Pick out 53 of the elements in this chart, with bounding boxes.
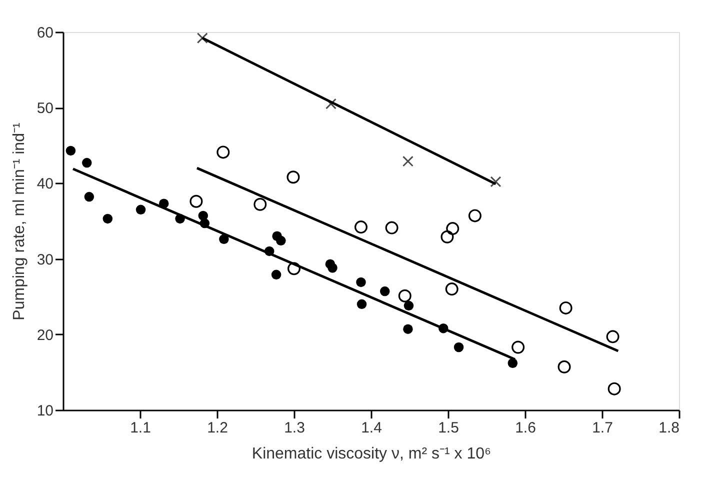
x-tick-label: 1.2 bbox=[207, 420, 228, 436]
point bbox=[512, 340, 525, 354]
point bbox=[608, 382, 621, 396]
point bbox=[84, 192, 94, 202]
point bbox=[385, 221, 398, 234]
point bbox=[286, 170, 300, 184]
y-tick-label: 10 bbox=[36, 402, 54, 420]
y-tick-label: 40 bbox=[36, 176, 54, 193]
point bbox=[558, 360, 571, 374]
point bbox=[102, 214, 113, 224]
point bbox=[271, 270, 282, 280]
point bbox=[490, 176, 502, 188]
point bbox=[254, 198, 267, 211]
x-tick-label: 1.6 bbox=[515, 420, 536, 436]
point bbox=[559, 301, 572, 314]
point bbox=[190, 194, 203, 208]
point bbox=[454, 342, 464, 352]
point bbox=[328, 263, 338, 273]
point bbox=[196, 32, 208, 44]
point bbox=[403, 324, 413, 334]
point bbox=[219, 234, 229, 244]
point bbox=[446, 222, 460, 236]
y-tick-label: 60 bbox=[36, 24, 54, 42]
y-tick-label: 20 bbox=[36, 326, 54, 344]
point bbox=[606, 330, 620, 344]
point bbox=[508, 358, 518, 368]
x-tick-label: 1.3 bbox=[284, 420, 305, 436]
point bbox=[216, 146, 230, 159]
point bbox=[380, 286, 390, 296]
point bbox=[66, 146, 76, 156]
x-tick-label: 1.1 bbox=[130, 420, 151, 436]
y-tick-label: 50 bbox=[36, 100, 54, 118]
x-tick-label: 1.7 bbox=[592, 420, 613, 436]
point bbox=[325, 98, 336, 110]
x-axis-title: Kinematic viscosity ν, m² s⁻¹ x 10⁶ bbox=[252, 446, 492, 462]
x-tick-label: 1.5 bbox=[438, 420, 459, 436]
y-axis-title: Pumping rate, ml min⁻¹ ind⁻¹ bbox=[10, 122, 28, 320]
point bbox=[276, 236, 286, 246]
point bbox=[136, 204, 146, 215]
x-tick-label: 1.4 bbox=[361, 420, 382, 436]
point bbox=[402, 156, 414, 167]
point bbox=[398, 289, 412, 302]
x-tick-label: 1.8 bbox=[658, 420, 680, 436]
point bbox=[82, 158, 92, 168]
point bbox=[356, 277, 366, 288]
point bbox=[356, 299, 367, 310]
point bbox=[468, 209, 482, 222]
point bbox=[440, 230, 454, 244]
point bbox=[354, 220, 368, 234]
point bbox=[445, 282, 458, 296]
point bbox=[288, 262, 300, 276]
point bbox=[404, 300, 414, 311]
y-tick-label: 30 bbox=[36, 251, 54, 268]
